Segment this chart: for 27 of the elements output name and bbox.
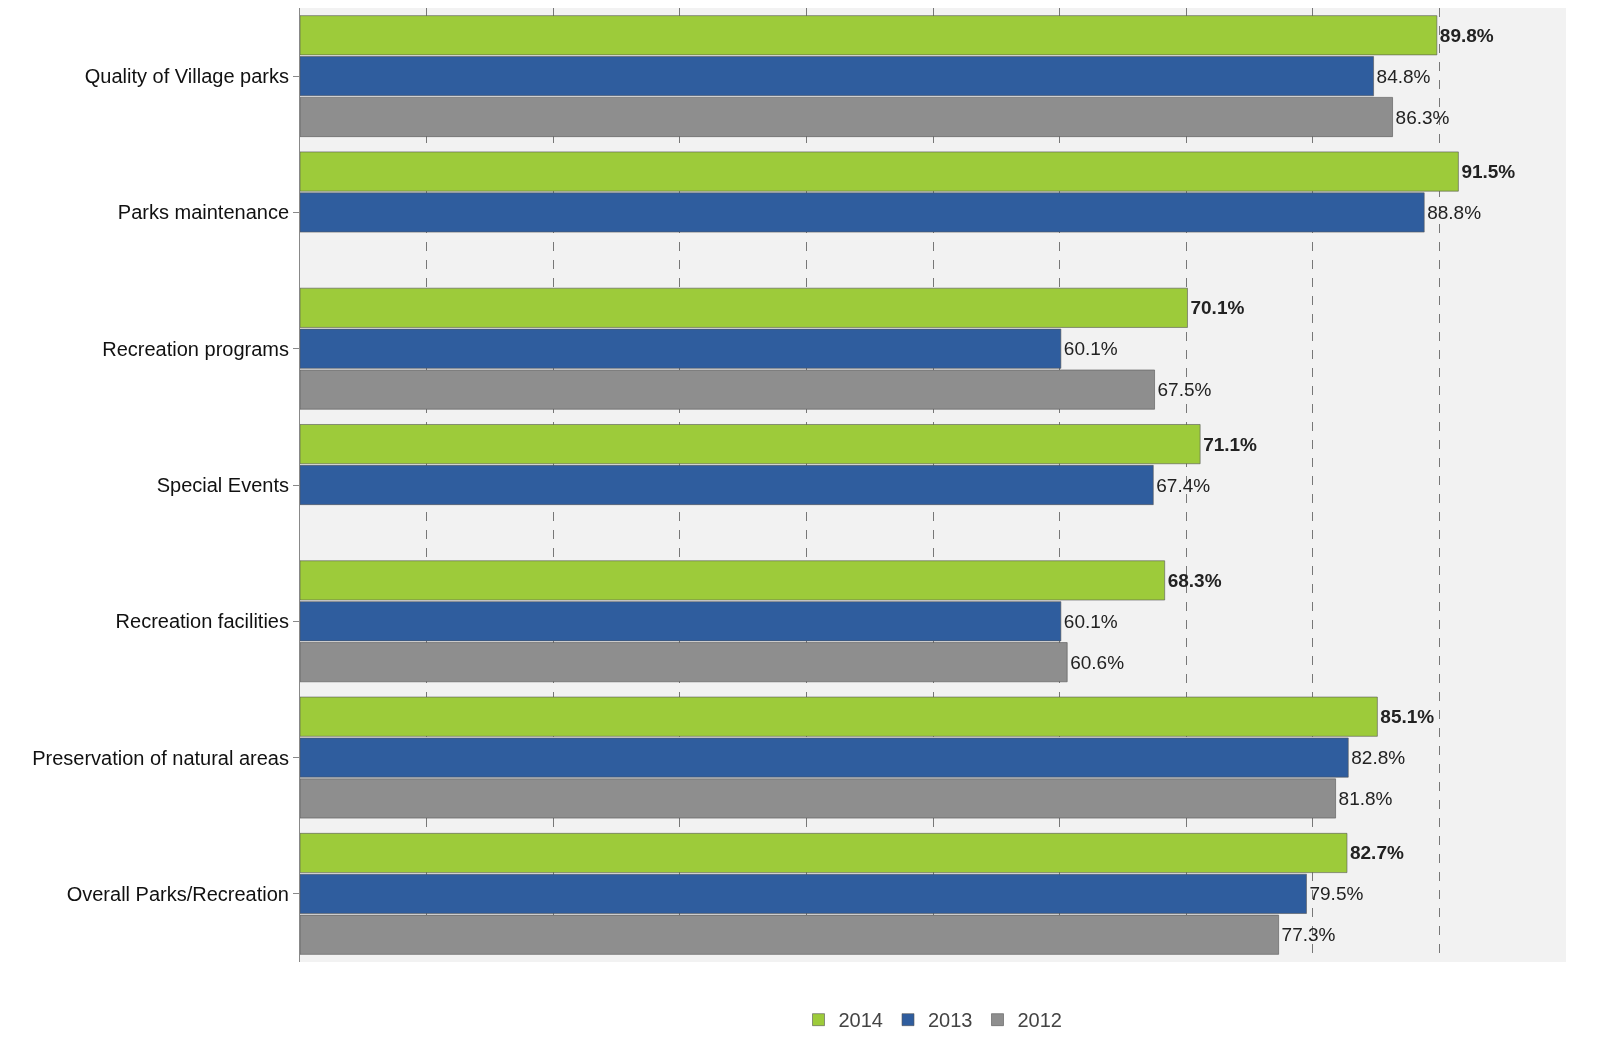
data-label: 85.1% — [1380, 706, 1435, 728]
y-tick-label: Recreation facilities — [115, 610, 289, 633]
data-label: 60.6% — [1070, 651, 1125, 673]
data-label: 81.8% — [1338, 787, 1393, 809]
y-tick-label: Overall Parks/Recreation — [66, 882, 289, 905]
data-label: 84.8% — [1376, 65, 1431, 87]
data-label: 68.3% — [1167, 569, 1222, 591]
y-tick-label: Special Events — [156, 474, 289, 496]
data-label: 82.8% — [1351, 747, 1406, 769]
data-label: 91.5% — [1461, 161, 1516, 183]
y-tick-label: Quality of Village parks — [84, 65, 289, 88]
y-tick-label: Parks maintenance — [117, 201, 289, 224]
data-label: 82.7% — [1349, 842, 1404, 864]
data-label: 86.3% — [1395, 106, 1450, 128]
y-tick-label: Recreation programs — [102, 337, 289, 360]
data-label: 60.1% — [1063, 610, 1118, 632]
y-tick-label: Preservation of natural areas — [32, 746, 289, 769]
legend-label: 2012 — [1017, 1009, 1062, 1032]
data-label: 67.4% — [1156, 474, 1211, 496]
data-label: 89.8% — [1439, 24, 1494, 46]
data-label: 71.1% — [1203, 433, 1258, 455]
data-label: 70.1% — [1190, 297, 1245, 319]
legend-label: 2014 — [838, 1009, 883, 1032]
legend-label: 2013 — [928, 1009, 973, 1032]
data-label: 60.1% — [1063, 338, 1118, 360]
data-label: 88.8% — [1427, 201, 1482, 223]
data-label: 77.3% — [1281, 924, 1336, 946]
